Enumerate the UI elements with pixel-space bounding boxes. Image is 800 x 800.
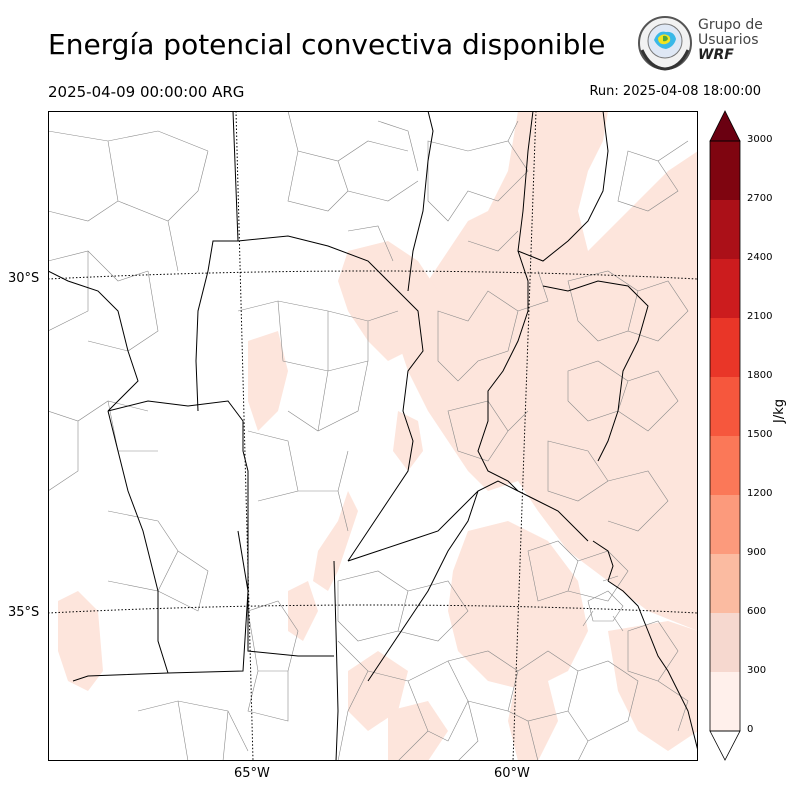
colorbar-tick-label: 0 [747, 724, 754, 735]
province-borders [48, 111, 698, 761]
map-title: Energía potencial convectiva disponible [48, 28, 606, 61]
colorbar-tick-label: 3000 [747, 134, 773, 145]
colorbar-bin [710, 200, 740, 259]
department-boundaries [48, 111, 689, 761]
colorbar-bin [710, 495, 740, 554]
wrf-logo: Grupo de Usuarios WRF [636, 14, 766, 76]
colorbar-extend-min [709, 730, 741, 761]
colorbar-tick-label: 900 [747, 547, 767, 558]
colorbar-extend-max [709, 110, 741, 142]
logo-line1: Grupo de [698, 17, 763, 33]
colorbar [709, 110, 741, 761]
wrf-globe-logo-icon [638, 16, 692, 71]
colorbar-tick-label: 2100 [747, 311, 773, 322]
colorbar-label: J/kg [772, 399, 787, 423]
colorbar-tick-label: 600 [747, 606, 767, 617]
colorbar-tick-label: 1800 [747, 370, 773, 381]
colorbar-tick-label: 2700 [747, 193, 773, 204]
colorbar-bin [710, 436, 740, 495]
valid-time: 2025-04-09 00:00:00 ARG [48, 83, 245, 101]
lon-label-60w: 60°W [494, 766, 530, 781]
lon-label-65w: 65°W [234, 766, 270, 781]
logo-line2: Usuarios [698, 32, 759, 48]
cape-map [48, 111, 698, 761]
colorbar-bin [710, 141, 740, 200]
colorbar-bin [710, 672, 740, 731]
colorbar-tick-label: 300 [747, 665, 767, 676]
colorbar-bin [710, 377, 740, 436]
colorbar-tick-label: 1500 [747, 429, 773, 440]
colorbar-bin [710, 554, 740, 613]
colorbar-bin [710, 259, 740, 318]
lat-label-35s: 35°S [8, 605, 40, 620]
graticule [48, 111, 698, 761]
colorbar-tick-label: 2400 [747, 252, 773, 263]
colorbar-bin [710, 318, 740, 377]
logo-line3: WRF [698, 47, 734, 63]
lat-label-30s: 30°S [8, 271, 40, 286]
run-time: Run: 2025-04-08 18:00:00 [589, 84, 761, 99]
colorbar-bin [710, 613, 740, 672]
colorbar-tick-label: 1200 [747, 488, 773, 499]
